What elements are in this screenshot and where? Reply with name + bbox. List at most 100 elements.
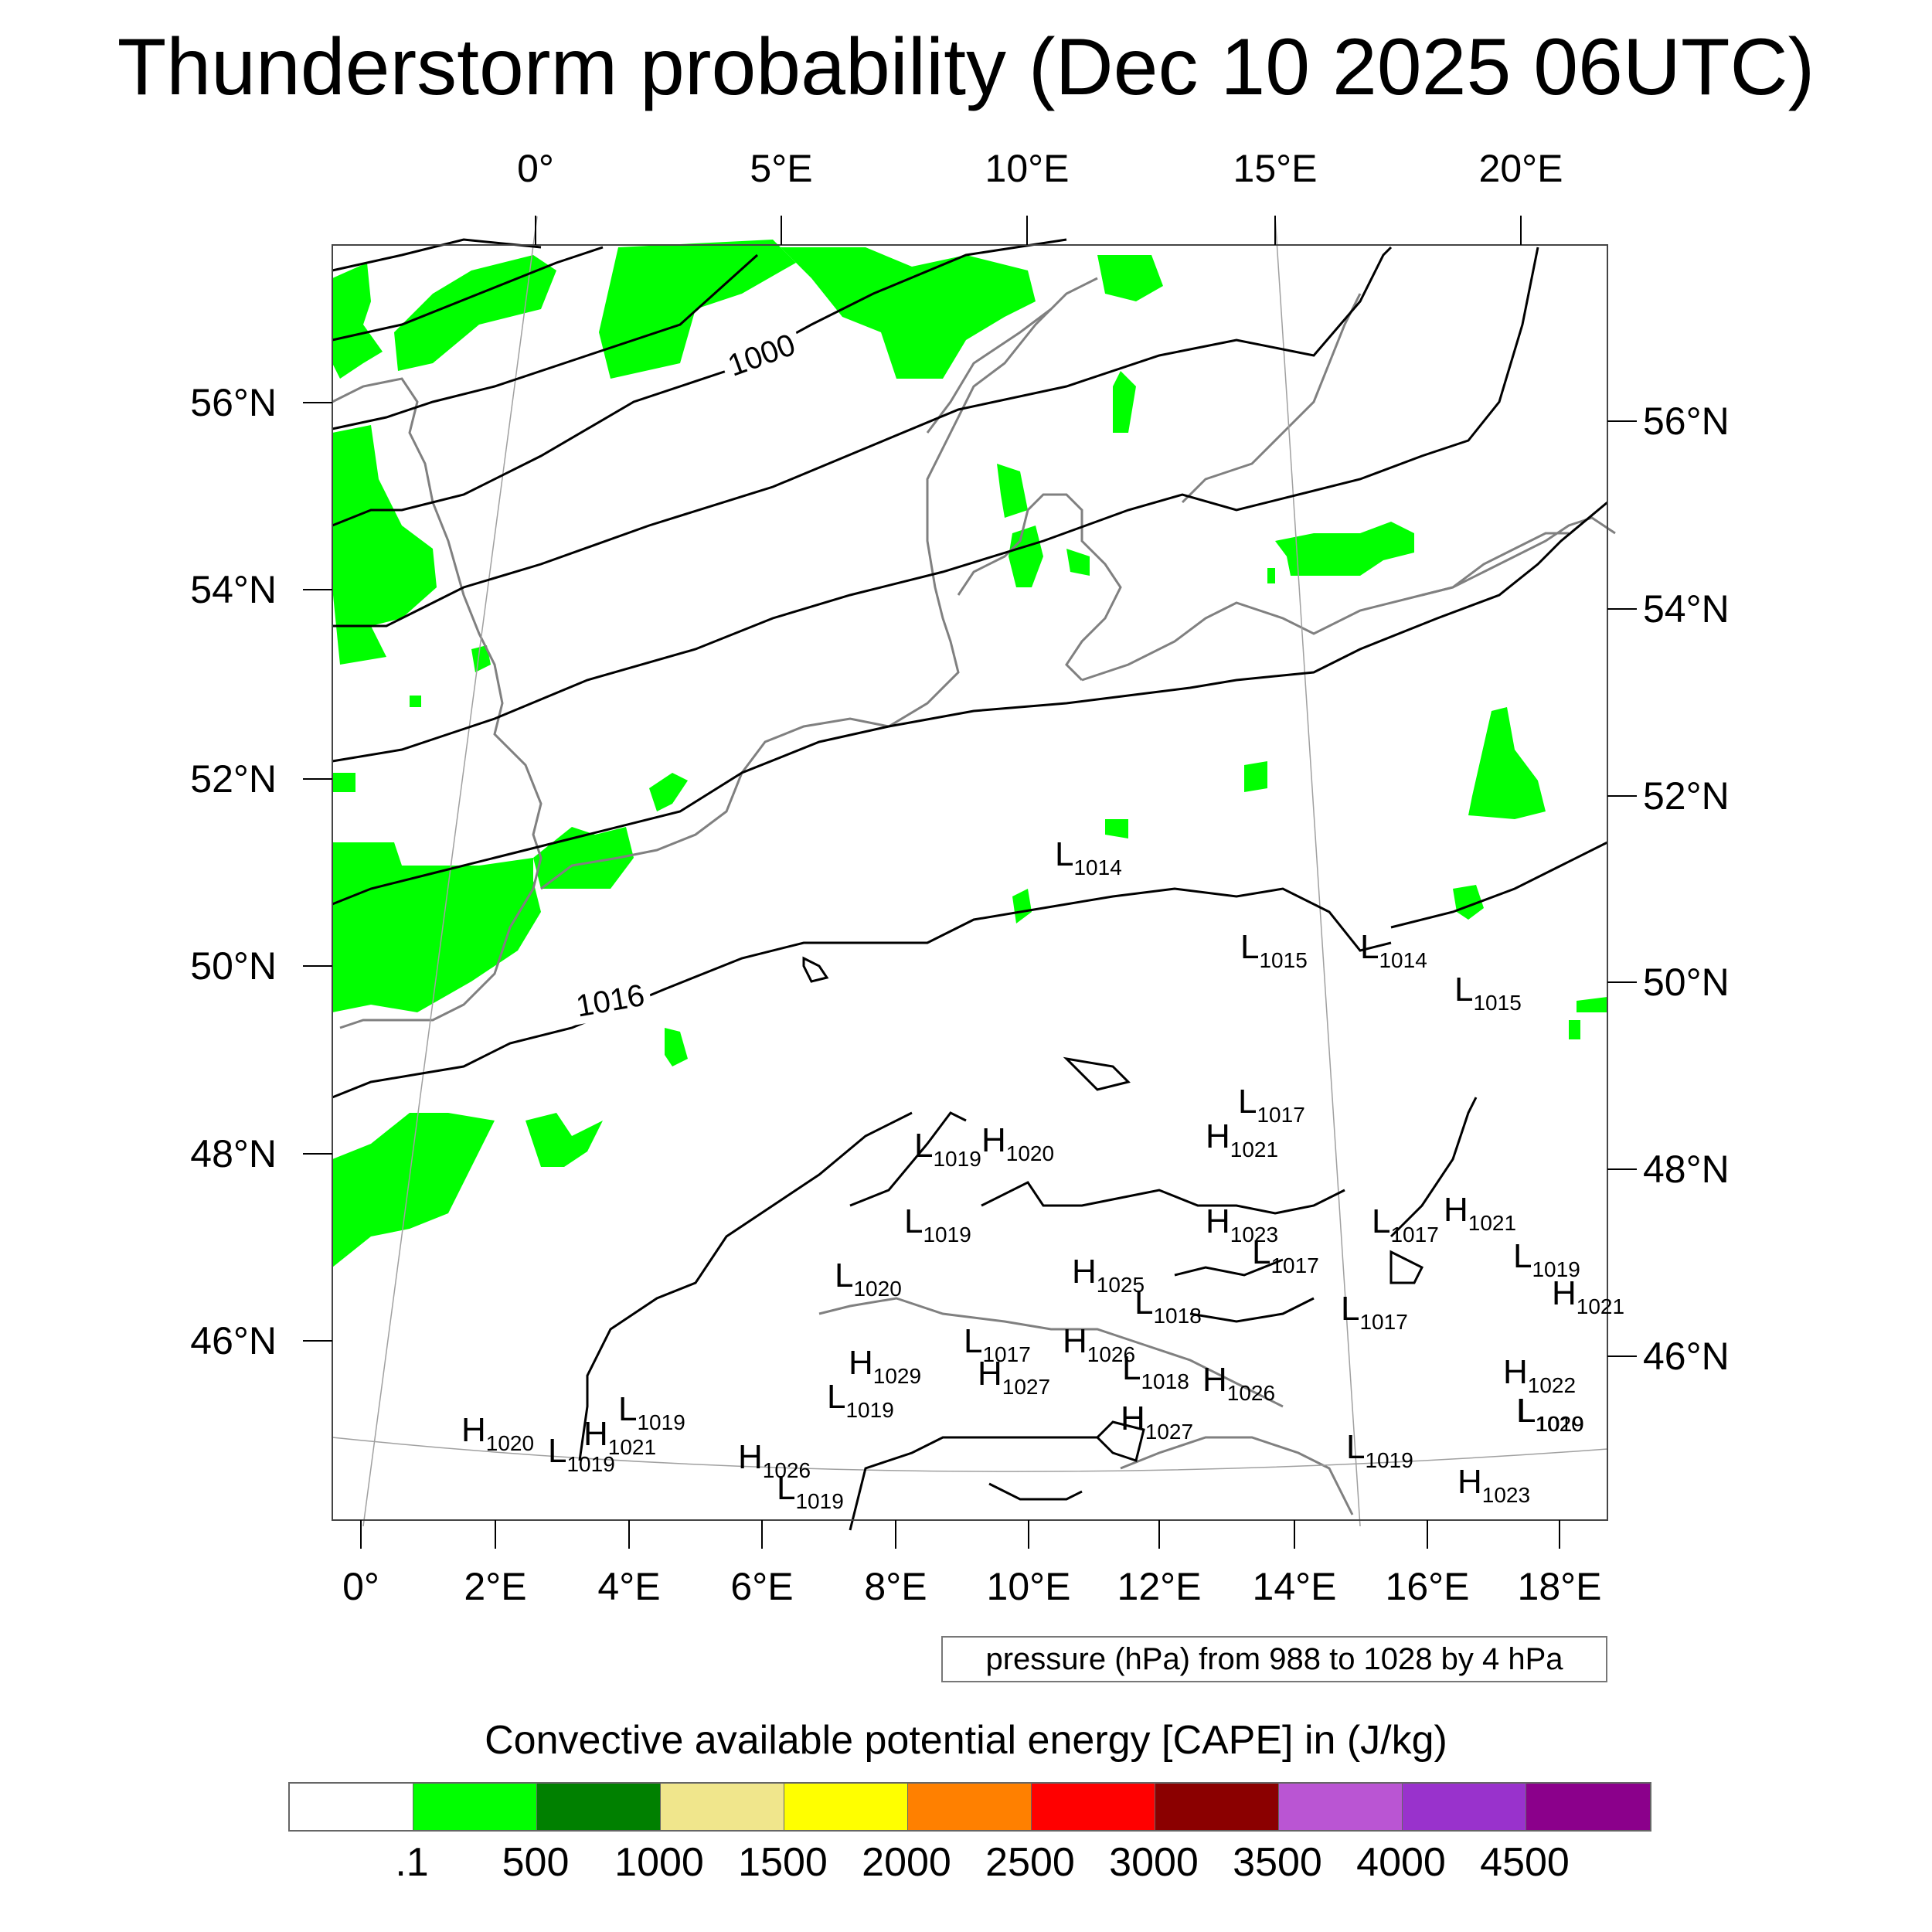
cape-area-normandy xyxy=(526,1113,603,1167)
contour-label-1000: 1000 xyxy=(723,328,800,383)
isobar-16 xyxy=(849,1436,1097,1531)
isobar-5 xyxy=(332,246,1393,628)
left-lat-label: 48°N xyxy=(190,1132,277,1175)
cape-area-denmark-3 xyxy=(1009,526,1043,587)
coastlines xyxy=(332,277,1616,1515)
cape-area-belgium xyxy=(649,773,688,811)
isobars xyxy=(332,238,1608,1531)
low-pressure-label: L1017 xyxy=(1341,1290,1408,1334)
cape-area-poland-1 xyxy=(1468,707,1546,819)
left-lat-label: 50°N xyxy=(190,944,277,988)
cape-area-lux xyxy=(665,1028,688,1066)
poland-coast xyxy=(1421,516,1616,597)
cape-area-scotland xyxy=(332,263,383,379)
colorbar-tick-label: 3000 xyxy=(1109,1840,1199,1885)
cape-area-poland-2 xyxy=(1453,885,1484,920)
low-pressure-label: L1020 xyxy=(1516,1392,1583,1436)
colorbar-tick-label: 2500 xyxy=(985,1840,1075,1885)
low-pressure-label: L1017 xyxy=(1252,1233,1319,1277)
bottom-lon-label: 4°E xyxy=(597,1565,660,1608)
top-lon-label: 20°E xyxy=(1479,147,1563,190)
cape-area-small-3 xyxy=(1569,1020,1580,1039)
parallel-45n xyxy=(332,1437,1608,1472)
top-lon-label: 15°E xyxy=(1233,147,1318,190)
colorbar-swatch xyxy=(290,1784,413,1830)
pressure-info-box: pressure (hPa) from 988 to 1028 by 4 hPa xyxy=(941,1636,1607,1682)
high-pressure-label: H1025 xyxy=(1072,1253,1145,1297)
high-pressure-label: H1026 xyxy=(738,1438,811,1482)
bottom-lon-label: 6°E xyxy=(730,1565,793,1608)
meridian-15e xyxy=(1274,216,1361,1527)
low-pressure-label: L1019 xyxy=(827,1378,894,1422)
low-pressure-label: L1014 xyxy=(1360,928,1427,972)
isobar-12 xyxy=(981,1181,1345,1215)
isobar-21 xyxy=(1095,1420,1145,1462)
low-pressure-label: L1015 xyxy=(1240,928,1308,972)
isobar-13 xyxy=(1174,1258,1284,1277)
top-lon-label: 10°E xyxy=(985,147,1070,190)
cape-area-denmark-2 xyxy=(997,464,1028,518)
low-pressure-label: L1015 xyxy=(1454,971,1522,1015)
colorbar-swatch xyxy=(413,1784,537,1830)
high-pressure-label: H1026 xyxy=(1063,1322,1135,1366)
low-pressure-label: L1019 xyxy=(548,1432,615,1476)
cape-area-denmark-1 xyxy=(1113,371,1136,433)
isobar-7 xyxy=(332,501,1608,906)
high-pressure-label: H1020 xyxy=(981,1121,1054,1165)
cape-area-small-6 xyxy=(471,645,491,672)
cape-area-small-5 xyxy=(410,696,421,707)
isobar-1 xyxy=(332,238,542,272)
colorbar-tick-label: 500 xyxy=(502,1840,570,1885)
baltic-coast xyxy=(1081,532,1569,682)
low-pressure-label: L1017 xyxy=(964,1322,1031,1366)
colorbar-tick-label: 3500 xyxy=(1233,1840,1322,1885)
cape-area-uk-east xyxy=(332,425,437,665)
alps-border xyxy=(818,1297,1284,1408)
right-lat-label: 46°N xyxy=(1643,1335,1730,1378)
isobar-1000 xyxy=(332,238,1067,527)
isobar-15 xyxy=(1389,1097,1478,1238)
isobar-6 xyxy=(332,247,1539,763)
right-lat-label: 48°N xyxy=(1643,1148,1730,1191)
colorbar xyxy=(288,1782,1651,1832)
high-pressure-label: H1021 xyxy=(583,1415,656,1459)
isobar-19 xyxy=(802,956,829,983)
right-lat-label: 56°N xyxy=(1643,400,1730,443)
france-coast xyxy=(540,308,1053,890)
bottom-lon-label: 16°E xyxy=(1386,1565,1470,1608)
high-pressure-label: H1026 xyxy=(1202,1361,1275,1405)
left-lat-label: 52°N xyxy=(190,757,277,801)
chart-title: Thunderstorm probability (Dec 10 2025 06… xyxy=(117,22,1815,112)
high-pressure-label: H1023 xyxy=(1206,1202,1278,1247)
colorbar-tick-label: 4000 xyxy=(1356,1840,1446,1885)
colorbar-swatch xyxy=(1032,1784,1155,1830)
cape-area-small-2 xyxy=(1577,997,1607,1012)
bottom-lon-label: 0° xyxy=(342,1565,379,1608)
isobar-3 xyxy=(332,253,759,430)
low-pressure-label: L1019 xyxy=(777,1469,844,1513)
isobar-10 xyxy=(578,1111,913,1461)
left-lat-label: 54°N xyxy=(190,568,277,611)
cape-area-czech xyxy=(1244,761,1267,792)
norway-coast xyxy=(926,277,1098,434)
bottom-lon-label: 8°E xyxy=(864,1565,927,1608)
left-lat-label: 56°N xyxy=(190,381,277,424)
low-pressure-label: L1019 xyxy=(1517,1392,1584,1436)
left-lat-label: 46°N xyxy=(190,1319,277,1362)
low-pressure-label: L1019 xyxy=(1513,1237,1580,1281)
right-lat-label: 50°N xyxy=(1643,961,1730,1004)
bottom-axis-labels: 0° 2°E 4°E 6°E 8°E 10°E 12°E 14°E 16°E 1… xyxy=(342,1565,1601,1608)
high-pressure-label: H1021 xyxy=(1444,1191,1516,1235)
isobar-2 xyxy=(332,246,604,342)
cape-area-small-1 xyxy=(1267,568,1275,583)
high-pressure-label: H1021 xyxy=(1552,1274,1624,1318)
bottom-lon-label: 2°E xyxy=(464,1565,526,1608)
low-pressure-label: L1018 xyxy=(1122,1349,1189,1393)
low-pressure-label: L1014 xyxy=(1055,835,1122,879)
cape-area-north-sea-2 xyxy=(599,240,796,379)
low-pressure-label: L1019 xyxy=(1346,1428,1413,1472)
colorbar-tick-label: 1000 xyxy=(614,1840,704,1885)
colorbar-swatch xyxy=(784,1784,908,1830)
cape-area-small-4 xyxy=(1012,889,1032,923)
isobar-20 xyxy=(1389,1250,1424,1284)
